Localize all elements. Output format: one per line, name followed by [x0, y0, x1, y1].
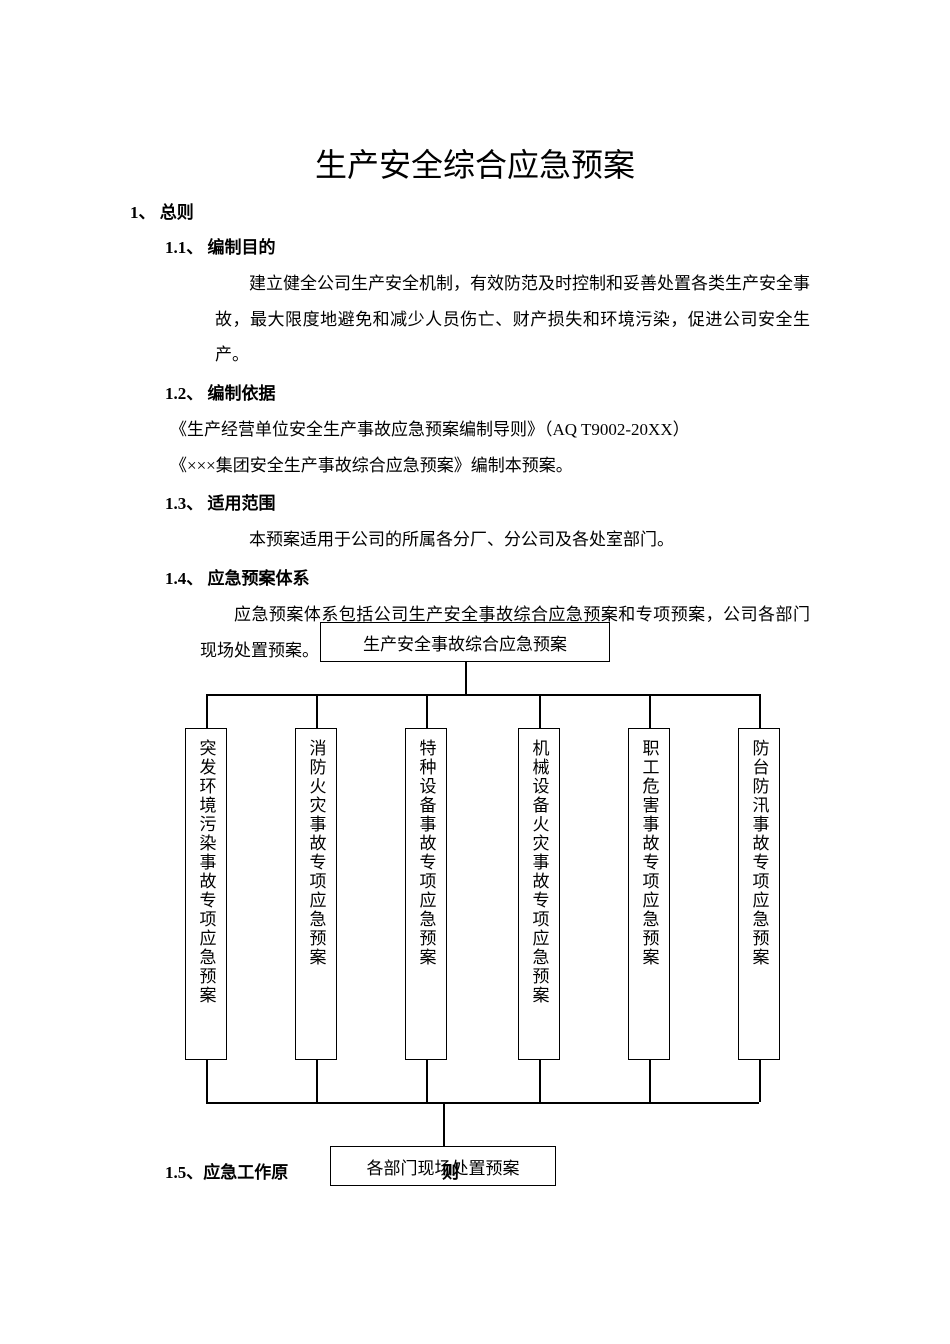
diagram-child-3: 特种设备事故专项应急预案 [405, 728, 447, 1060]
diagram-line [539, 694, 541, 728]
section-1-5: 1.5、应急工作原 则 [130, 1158, 820, 1183]
section-1-4: 1.4、 应急预案体系 [165, 564, 820, 589]
section-1-2: 1.2、 编制依据 [165, 379, 820, 404]
diagram-line [465, 662, 467, 694]
section-1-2-label: 编制依据 [208, 384, 276, 403]
diagram-child-4: 机械设备火灾事故专项应急预案 [518, 728, 560, 1060]
diagram-line [206, 694, 208, 728]
diagram-line [443, 1102, 445, 1146]
section-1-3-num: 1.3、 [165, 494, 203, 513]
diagram-line [649, 694, 651, 728]
diagram-line [759, 694, 761, 728]
diagram-line [426, 1060, 428, 1102]
section-1-2-line2: 《×××集团安全生产事故综合应急预案》编制本预案。 [170, 448, 820, 484]
diagram-line [539, 1060, 541, 1102]
section-1-1: 1.1、 编制目的 [165, 233, 820, 258]
section-1-5-right: 则 [442, 1158, 459, 1183]
section-1-3-label: 适用范围 [208, 494, 276, 513]
diagram-child-6: 防台防汛事故专项应急预案 [738, 728, 780, 1060]
section-1-1-body: 建立健全公司生产安全机制，有效防范及时控制和妥善处置各类生产安全事故，最大限度地… [215, 266, 810, 373]
section-1-3: 1.3、 适用范围 [165, 489, 820, 514]
section-1-4-label: 应急预案体系 [208, 569, 310, 588]
diagram-line [649, 1060, 651, 1102]
diagram-child-1: 突发环境污染事故专项应急预案 [185, 728, 227, 1060]
diagram-line [206, 1102, 759, 1104]
diagram-line [759, 1060, 761, 1102]
section-1-2-num: 1.2、 [165, 384, 203, 403]
plan-system-diagram: 生产安全事故综合应急预案 突发环境污染事故专项应急预案 消防火灾事故专项应急预案… [130, 622, 820, 1202]
diagram-line [426, 694, 428, 728]
diagram-child-2: 消防火灾事故专项应急预案 [295, 728, 337, 1060]
section-1-2-line1: 《生产经营单位安全生产事故应急预案编制导则》（AQ T9002-20XX） [170, 412, 820, 448]
section-1-label: 总则 [160, 203, 194, 222]
section-1-3-body: 本预案适用于公司的所属各分厂、分公司及各处室部门。 [215, 522, 810, 558]
diagram-child-5: 职工危害事故专项应急预案 [628, 728, 670, 1060]
diagram-root-box: 生产安全事故综合应急预案 [320, 622, 610, 662]
section-1-5-left: 1.5、应急工作原 [130, 1158, 330, 1183]
diagram-line [316, 1060, 318, 1102]
diagram-line [316, 694, 318, 728]
diagram-line [206, 1060, 208, 1102]
document-title: 生产安全综合应急预案 [130, 140, 820, 186]
section-1-4-num: 1.4、 [165, 569, 203, 588]
section-1-1-num: 1.1、 [165, 238, 203, 257]
section-1: 1、 总则 [130, 198, 820, 223]
section-1-1-label: 编制目的 [208, 238, 276, 257]
diagram-line [206, 694, 759, 696]
section-1-num: 1、 [130, 203, 156, 222]
